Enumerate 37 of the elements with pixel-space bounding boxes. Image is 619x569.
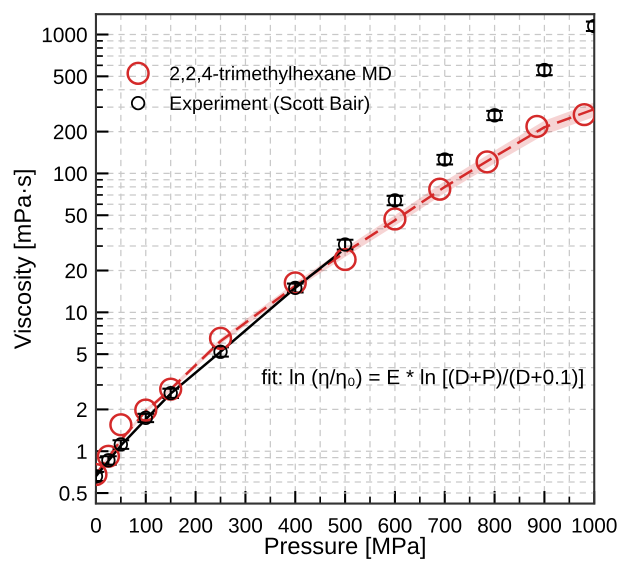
y-tick-label: 500 [54, 69, 87, 84]
y-tick-label: 5 [76, 347, 87, 362]
y-tick-label: 1 [78, 444, 87, 459]
x-tick-label: 900 [528, 518, 561, 533]
y-tick-label: 2 [77, 402, 87, 417]
y-tick-label: 100 [54, 166, 87, 182]
point [428, 178, 452, 201]
x-tick-label: 200 [179, 518, 212, 533]
x-tick-label: 400 [278, 518, 312, 533]
y-tick-label: 10 [66, 305, 87, 320]
x-tick-label: 600 [378, 518, 412, 533]
point [138, 410, 153, 425]
x-tick-label: 300 [228, 518, 262, 533]
legend-label: Experiment (Scott Bair) [170, 96, 370, 114]
x-axis-title: Pressure [MPa] [266, 536, 425, 559]
y-axis-title: Viscosity [mPa·s] [14, 170, 36, 350]
point [333, 248, 357, 272]
point [475, 150, 499, 174]
y-tick-label: 0.5 [59, 486, 87, 501]
point [438, 152, 452, 167]
x-tick-label: 800 [478, 518, 512, 533]
annotation: fit: ln (η/η₀) = E * ln [(D+P)/(D+0.1)] [262, 369, 583, 388]
y-tick-label: 1000 [42, 28, 87, 42]
point [525, 114, 549, 138]
x-tick-label: 500 [328, 518, 362, 533]
point [109, 413, 133, 436]
y-tick-label: 50 [65, 208, 87, 223]
y-tick-label: 20 [65, 264, 87, 278]
point [383, 207, 407, 231]
point [134, 398, 158, 422]
legend-label: 2,2,4-trimethylhexane MD [170, 66, 391, 84]
point [208, 326, 232, 350]
x-tick-label: 0 [90, 518, 101, 533]
y-tick-label: 200 [54, 124, 87, 140]
x-tick-label: 100 [130, 518, 162, 533]
x-tick-label: 700 [428, 518, 462, 533]
x-tick-label: 1000 [572, 518, 617, 533]
